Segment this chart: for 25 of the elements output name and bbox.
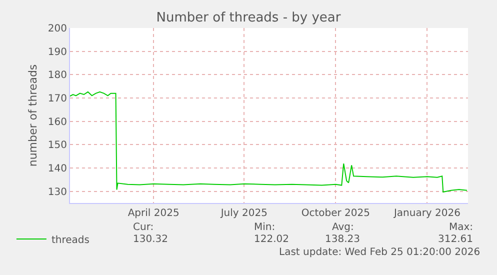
line-series [70, 91, 468, 193]
y-tick-label: 140 [48, 164, 67, 174]
chart-title: Number of threads - by year [156, 10, 342, 26]
text: Max: [449, 222, 474, 233]
x-tick-label: October 2025 [301, 208, 370, 219]
y-tick-label: 130 [48, 186, 67, 198]
y-tick-label: 200 [48, 24, 67, 34]
x-tick-label: April 2025 [128, 208, 180, 219]
text: 312.61 [438, 234, 473, 245]
y-tick-label: 190 [48, 46, 67, 58]
y-tick-label: 180 [48, 70, 67, 82]
y-tick-label: 170 [48, 94, 67, 104]
legend-label: threads [51, 234, 90, 246]
text: Last update: Wed Feb 25 01:20:00 2026 [279, 247, 480, 258]
y-tick-label: 150 [48, 140, 67, 152]
text: 122.02 [254, 234, 289, 245]
x-tick-label: July 2025 [220, 208, 268, 219]
text: Avg: [332, 222, 354, 233]
y-tick-label: 160 [48, 116, 67, 128]
text: 130.32 [133, 234, 168, 245]
x-tick-label: January 2026 [392, 208, 460, 219]
text: Min: [254, 222, 276, 233]
text: 138.23 [325, 234, 360, 245]
text: Cur: [133, 222, 154, 233]
y-axis-title: number of threads [26, 64, 40, 167]
